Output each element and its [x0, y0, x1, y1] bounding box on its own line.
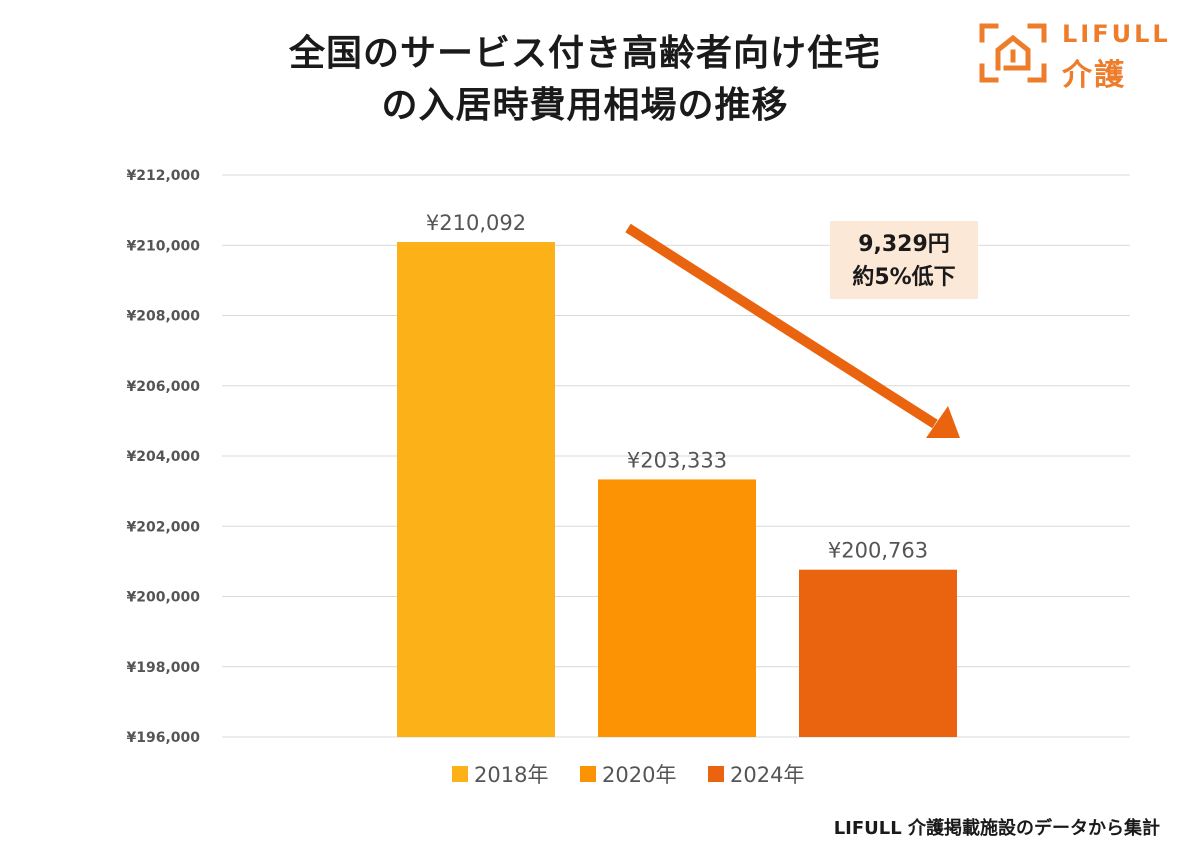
- data-label: ¥203,333: [627, 448, 727, 472]
- legend-swatch: [708, 766, 724, 782]
- y-tick-label: ¥210,000: [126, 238, 200, 254]
- source-footnote: LIFULL 介護掲載施設のデータから集計: [833, 818, 1160, 839]
- legend-swatch: [580, 766, 596, 782]
- legend-swatch: [452, 766, 468, 782]
- data-labels: ¥210,092 ¥203,333 ¥200,763: [426, 211, 928, 563]
- title-line-1: 全国のサービス付き高齢者向け住宅: [288, 33, 881, 74]
- legend-label: 2020年: [602, 763, 676, 787]
- y-tick-label: ¥202,000: [126, 519, 200, 535]
- y-tick-label: ¥198,000: [126, 660, 200, 676]
- data-label: ¥200,763: [828, 539, 928, 563]
- decline-callout: 9,329円 約5%低下: [625, 221, 978, 438]
- callout-line-1: 9,329円: [858, 232, 950, 257]
- chart-title: 全国のサービス付き高齢者向け住宅 の入居時費用相場の推移: [200, 28, 970, 132]
- callout-box: [830, 221, 978, 299]
- callout-line-2: 約5%低下: [852, 264, 955, 290]
- bar-2024年: [799, 569, 957, 737]
- y-tick-label: ¥208,000: [126, 309, 200, 325]
- y-tick-label: ¥204,000: [126, 449, 200, 465]
- data-label: ¥210,092: [426, 211, 526, 235]
- legend: 2018年 2020年 2024年: [452, 763, 804, 787]
- legend-label: 2018年: [474, 763, 548, 787]
- legend-label: 2024年: [730, 763, 804, 787]
- decline-arrow: [625, 223, 938, 429]
- y-tick-label: ¥206,000: [126, 379, 200, 395]
- logo-text-en: LIFULL: [1062, 20, 1171, 48]
- y-tick-label: ¥212,000: [126, 168, 200, 184]
- house-icon: [979, 23, 1047, 83]
- y-tick-label: ¥196,000: [126, 730, 200, 746]
- bar-2020年: [598, 479, 756, 737]
- logo-text-jp: 介護: [1062, 58, 1126, 93]
- lifull-logo: LIFULL 介護: [978, 20, 1178, 93]
- y-axis: ¥196,000 ¥198,000 ¥200,000 ¥202,000 ¥204,000…: [126, 168, 200, 746]
- bar-2018年: [397, 242, 555, 737]
- arrow-head-icon: [926, 406, 960, 438]
- y-tick-label: ¥200,000: [126, 590, 200, 606]
- title-line-2: の入居時費用相場の推移: [381, 85, 789, 126]
- bars: [397, 242, 957, 737]
